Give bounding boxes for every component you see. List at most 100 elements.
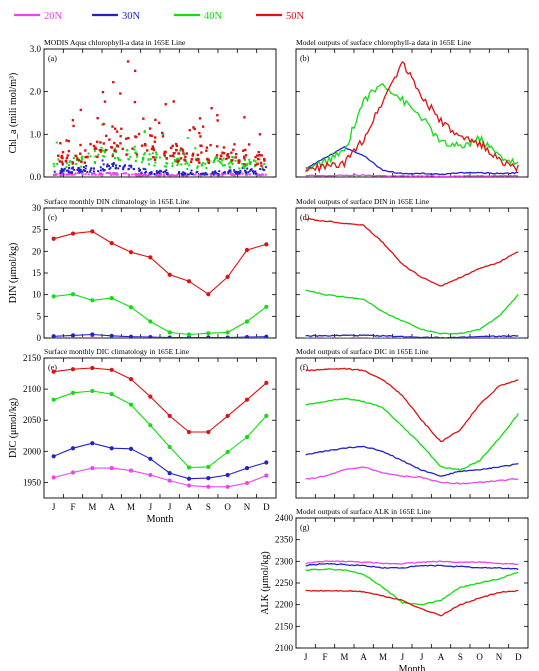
data-marker	[186, 476, 192, 481]
data-point	[96, 155, 99, 159]
series-30N	[53, 159, 267, 176]
data-point	[143, 153, 146, 156]
data-point	[111, 163, 114, 166]
data-point	[97, 153, 100, 156]
data-point	[90, 167, 93, 170]
data-point	[113, 149, 116, 152]
data-point	[154, 156, 157, 159]
data-point	[76, 157, 79, 160]
data-point	[212, 161, 215, 164]
data-point	[112, 171, 115, 174]
data-point	[100, 146, 103, 149]
data-point	[101, 123, 104, 126]
data-point	[212, 173, 215, 176]
data-point	[171, 154, 175, 157]
series-50N	[305, 367, 519, 443]
data-point	[72, 156, 75, 159]
legend-label: 20N	[44, 11, 63, 22]
data-point	[115, 173, 118, 176]
x-tick-label: J	[401, 652, 405, 662]
data-point	[229, 169, 232, 172]
data-point	[67, 149, 71, 153]
data-marker	[90, 388, 95, 394]
data-point	[155, 151, 158, 154]
data-point	[66, 162, 69, 165]
data-point	[103, 151, 106, 154]
data-point	[119, 92, 122, 95]
data-marker	[244, 397, 250, 402]
data-point	[102, 142, 105, 145]
data-point	[214, 170, 217, 173]
y-tick-label: 2400	[275, 513, 294, 523]
data-marker	[128, 334, 134, 338]
data-point	[86, 155, 89, 159]
data-point	[66, 154, 69, 157]
data-marker	[225, 330, 230, 335]
data-point	[60, 169, 63, 172]
data-marker	[109, 296, 114, 301]
data-point	[259, 174, 262, 177]
data-point	[144, 174, 147, 177]
data-point	[137, 167, 140, 170]
data-point	[196, 157, 199, 160]
data-point	[67, 172, 70, 175]
data-point	[112, 173, 115, 176]
data-marker	[148, 394, 153, 399]
data-marker	[244, 335, 250, 338]
data-point	[174, 142, 178, 146]
data-point	[106, 163, 109, 166]
data-marker	[167, 413, 172, 418]
legend-label: 30N	[122, 11, 141, 22]
data-point	[179, 157, 183, 160]
data-point	[254, 173, 257, 176]
data-point	[182, 152, 185, 155]
data-point	[150, 134, 153, 138]
data-point	[113, 141, 116, 145]
data-point	[175, 148, 178, 152]
data-point	[215, 145, 219, 148]
data-marker	[128, 402, 134, 407]
data-point	[207, 161, 211, 165]
data-point	[75, 155, 78, 158]
y-tick-label: 2100	[23, 384, 42, 394]
data-point	[54, 174, 57, 177]
series-line	[305, 568, 519, 606]
data-marker	[225, 449, 230, 455]
data-marker	[109, 446, 114, 451]
data-marker	[70, 446, 76, 451]
data-marker	[244, 466, 250, 471]
y-tick-label: 2200	[275, 600, 294, 610]
data-point	[262, 173, 265, 176]
data-point	[210, 107, 213, 110]
y-tick-label: 2250	[275, 578, 294, 588]
data-point	[235, 170, 238, 173]
data-point	[119, 142, 122, 145]
data-point	[227, 171, 230, 174]
data-point	[222, 157, 225, 160]
data-point	[234, 156, 237, 159]
data-point	[61, 173, 64, 176]
data-point	[215, 171, 218, 174]
x-tick-label: N	[244, 502, 251, 512]
data-point	[239, 171, 242, 174]
data-point	[128, 174, 131, 177]
data-marker	[264, 304, 269, 309]
data-point	[254, 160, 257, 163]
data-point	[223, 171, 226, 174]
series-40N	[305, 83, 519, 173]
data-point	[248, 158, 251, 161]
y-axis-label: ALK (μmol/kg)	[260, 551, 271, 614]
data-point	[79, 108, 83, 112]
data-marker	[90, 298, 95, 303]
data-marker	[128, 305, 134, 310]
data-point	[176, 174, 179, 177]
legend-entry-50N: 50N	[256, 11, 305, 22]
panel-d: Model outputs of surface DIN in 165E Lin…	[295, 197, 529, 339]
series-line	[305, 83, 519, 173]
series-20N	[305, 560, 519, 566]
data-point	[129, 155, 132, 158]
data-point	[163, 174, 166, 177]
data-marker	[206, 331, 211, 336]
panel-e: Surface monthly DIC climatology in 165E …	[8, 347, 277, 525]
data-point	[65, 139, 68, 142]
